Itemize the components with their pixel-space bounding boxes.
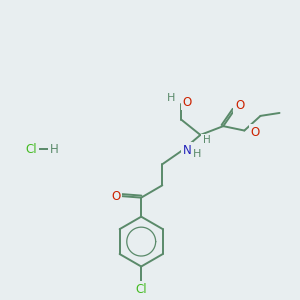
Text: Cl: Cl: [135, 283, 147, 296]
Text: O: O: [235, 99, 244, 112]
Text: H: H: [50, 143, 58, 156]
Text: Cl: Cl: [26, 143, 37, 156]
Text: O: O: [183, 96, 192, 109]
Text: H: H: [203, 135, 211, 145]
Text: N: N: [183, 144, 192, 157]
Text: H: H: [193, 149, 201, 159]
Text: O: O: [251, 125, 260, 139]
Text: H: H: [167, 93, 175, 103]
Text: O: O: [111, 190, 120, 203]
